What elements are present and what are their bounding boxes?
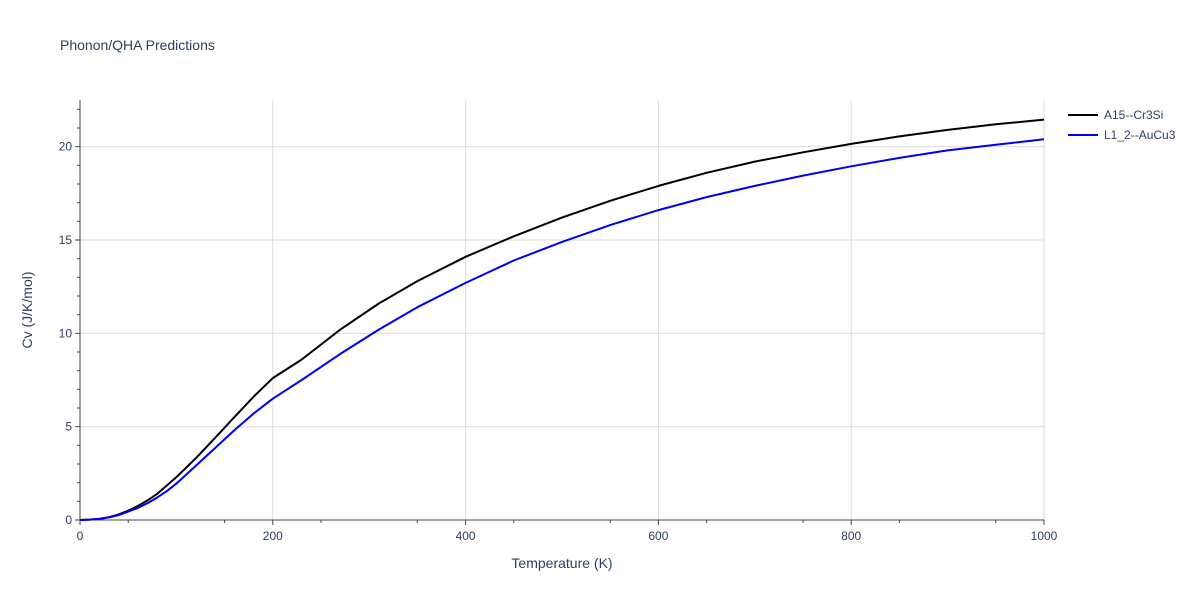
plot-area	[79, 118, 1045, 521]
x-tick-label: 1000	[1031, 529, 1058, 543]
y-tick-label: 10	[59, 326, 73, 340]
y-axis-label: Cv (J/K/mol)	[19, 272, 35, 349]
y-tick-label: 0	[65, 513, 72, 527]
axes: 0 200 400 600 800 1000 0 5 10 15 20	[59, 100, 1058, 543]
legend-label-1: L1_2--AuCu3	[1104, 128, 1176, 142]
series-line-0	[79, 118, 1045, 521]
grid	[80, 100, 1045, 520]
y-tick-label: 15	[59, 233, 73, 247]
legend-label-0: A15--Cr3Si	[1104, 108, 1163, 122]
series-line-1	[79, 138, 1045, 521]
x-axis-label: Temperature (K)	[511, 555, 612, 571]
y-tick-label: 20	[59, 140, 73, 154]
chart-title: Phonon/QHA Predictions	[60, 37, 215, 53]
x-tick-label: 800	[841, 529, 861, 543]
legend[interactable]: A15--Cr3Si L1_2--AuCu3	[1068, 108, 1176, 142]
x-tick-label: 0	[77, 529, 84, 543]
x-tick-label: 200	[263, 529, 283, 543]
y-tick-label: 5	[65, 420, 72, 434]
x-tick-label: 400	[456, 529, 476, 543]
x-tick-label: 600	[648, 529, 668, 543]
